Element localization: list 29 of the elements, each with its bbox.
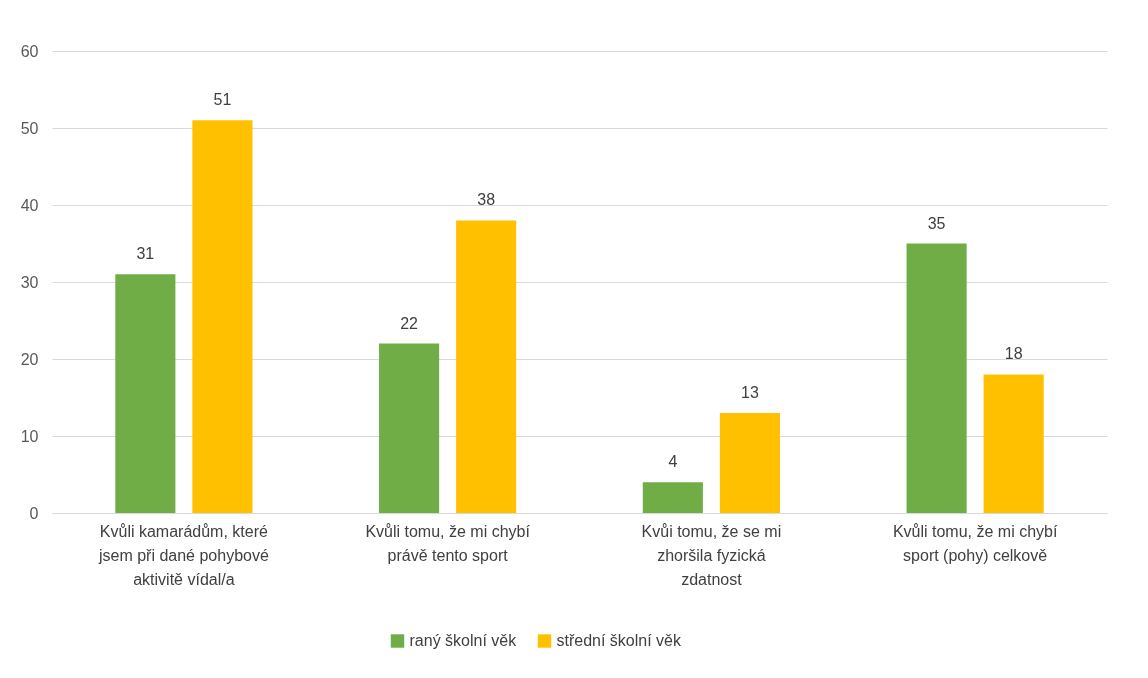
y-tick-label: 20	[20, 350, 39, 368]
data-label: 4	[668, 453, 678, 471]
y-tick-label: 10	[20, 427, 39, 445]
x-tick-label: Kvůi tomu, že se mi zhoršila fyzická zdatnost	[641, 522, 782, 588]
y-tick-label: 60	[20, 42, 39, 60]
data-label: 31	[136, 245, 155, 263]
legend-label: raný školní věk	[409, 632, 518, 649]
bar	[456, 220, 517, 513]
bar	[983, 374, 1044, 513]
data-label: 22	[400, 314, 419, 332]
bar	[115, 274, 176, 513]
bar	[642, 482, 703, 513]
x-tick-label: Kvůli tomu, že mi chybí právě tento sport	[365, 522, 531, 564]
y-tick-label: 0	[29, 504, 39, 522]
bar	[379, 343, 440, 513]
x-tick-label: Kvůli tomu, že mi chybí sport (pohy) celkově	[892, 522, 1058, 564]
data-label: 38	[477, 191, 496, 209]
bar	[719, 412, 780, 513]
legend-label: střední školní věk	[556, 632, 682, 649]
data-label: 35	[927, 214, 946, 232]
data-label: 13	[741, 383, 759, 401]
x-tick-label: Kvůli kamarádům, které jsem při dané pohybové aktivitě vídal/a	[97, 522, 269, 588]
y-tick-label: 30	[20, 273, 39, 291]
bar	[906, 243, 967, 513]
data-label: 18	[1004, 345, 1023, 363]
y-tick-label: 50	[20, 119, 39, 137]
y-tick-label: 40	[20, 196, 39, 214]
data-label: 51	[213, 91, 232, 109]
bar	[192, 120, 253, 513]
